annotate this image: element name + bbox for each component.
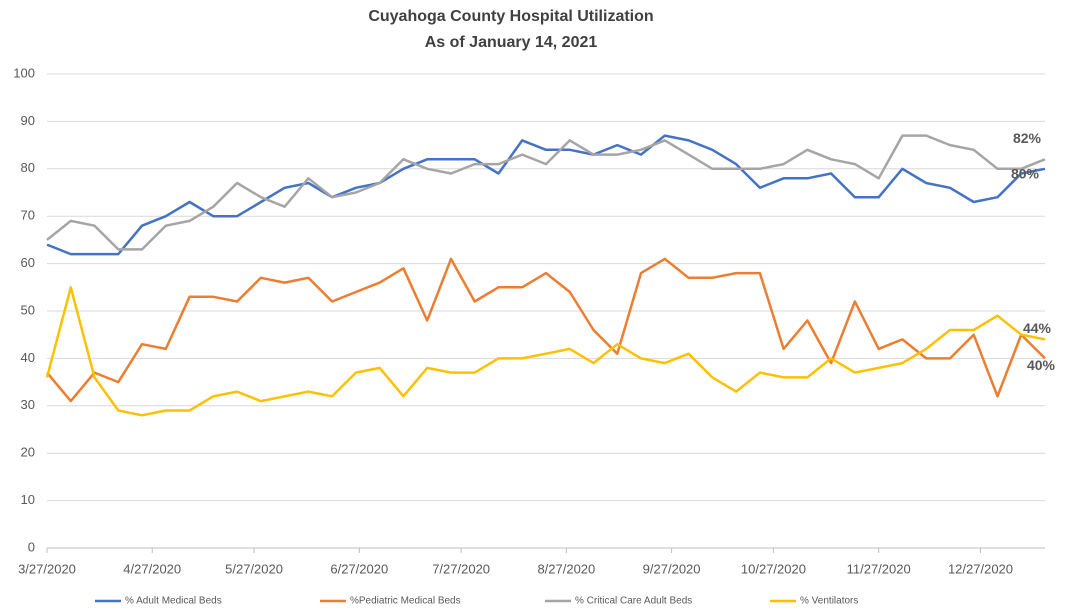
- x-tick-label: 7/27/2020: [432, 561, 490, 576]
- x-tick-label: 6/27/2020: [330, 561, 388, 576]
- chart-title: Cuyahoga County Hospital Utilization: [368, 8, 653, 25]
- x-tick-label: 5/27/2020: [225, 561, 283, 576]
- end-label: 44%: [1023, 320, 1052, 336]
- x-tick-label: 8/27/2020: [537, 561, 595, 576]
- y-tick-label: 60: [21, 255, 35, 270]
- series-line: [46, 134, 1046, 256]
- y-tick-label: 0: [28, 539, 35, 554]
- y-tick-label: 10: [21, 492, 35, 507]
- y-tick-label: 90: [21, 113, 35, 128]
- legend-label: % Adult Medical Beds: [125, 596, 222, 607]
- x-tick-label: 10/27/2020: [741, 561, 806, 576]
- x-tick-label: 11/27/2020: [847, 561, 911, 576]
- y-tick-label: 70: [21, 208, 35, 223]
- y-tick-label: 20: [21, 445, 35, 460]
- series-line: [46, 257, 1046, 403]
- x-tick-label: 12/27/2020: [948, 561, 1013, 576]
- end-label: 40%: [1027, 357, 1056, 373]
- legend-label: %Pediatric Medical Beds: [350, 596, 461, 607]
- end-label: 82%: [1013, 130, 1042, 146]
- end-label: 80%: [1011, 166, 1040, 182]
- series-line: [45, 286, 1046, 417]
- legend-label: % Critical Care Adult Beds: [575, 596, 692, 607]
- y-tick-label: 80: [21, 160, 35, 175]
- x-tick-label: 4/27/2020: [123, 561, 181, 576]
- x-tick-label: 3/27/2020: [18, 561, 76, 576]
- series-line: [46, 134, 1046, 251]
- y-tick-label: 30: [21, 397, 35, 412]
- x-tick-label: 9/27/2020: [643, 561, 701, 576]
- legend-label: % Ventilators: [800, 596, 858, 607]
- y-tick-label: 100: [13, 65, 35, 80]
- y-tick-label: 40: [21, 350, 35, 365]
- chart-subtitle: As of January 14, 2021: [425, 34, 598, 51]
- y-tick-label: 50: [21, 302, 35, 317]
